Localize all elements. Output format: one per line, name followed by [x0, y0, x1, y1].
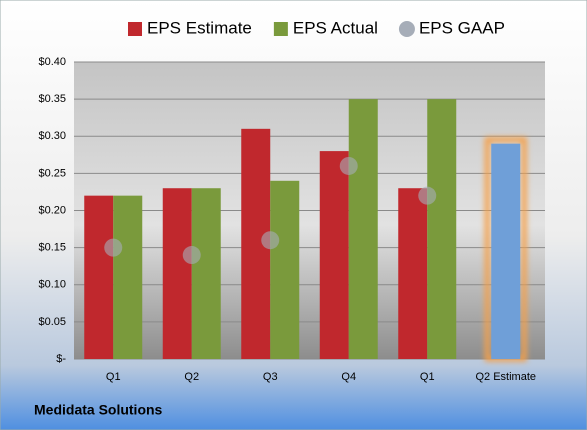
footer: Medidata Solutions	[34, 402, 163, 418]
y-tick-label: $0.15	[38, 242, 66, 254]
bar	[113, 195, 143, 359]
legend-label: EPS Actual	[293, 18, 378, 37]
x-tick-label: Q1	[420, 371, 435, 383]
gaap-point	[182, 246, 201, 265]
y-tick-label: $0.35	[38, 93, 66, 105]
gaap-point	[339, 156, 358, 175]
bar	[348, 99, 378, 359]
y-tick-label: $-	[56, 353, 66, 365]
y-tick-label: $0.10	[38, 279, 66, 291]
legend-swatch	[273, 22, 288, 36]
gaap-point	[261, 231, 280, 250]
legend-swatch	[128, 22, 142, 36]
y-tick-label: $0.05	[38, 316, 66, 328]
x-tick-label: Q3	[263, 371, 278, 383]
bar	[491, 143, 521, 359]
bar	[84, 195, 114, 359]
gaap-point	[418, 186, 437, 205]
bar	[162, 188, 192, 359]
bar	[398, 188, 428, 359]
y-tick-label: $0.20	[38, 204, 66, 216]
legend-swatch	[398, 21, 415, 37]
y-tick-label: $0.30	[38, 130, 66, 142]
bar	[191, 188, 221, 359]
x-tick-label: Q4	[341, 371, 356, 383]
y-tick-label: $0.25	[38, 167, 66, 179]
bar	[319, 151, 349, 359]
bar	[270, 180, 300, 359]
x-tick-label: Q2	[184, 371, 199, 383]
legend-label: EPS GAAP	[419, 18, 505, 37]
x-tick-label: Q1	[106, 371, 121, 383]
gaap-point	[104, 238, 123, 257]
y-tick-label: $0.40	[38, 56, 66, 68]
x-tick-label: Q2 Estimate	[475, 371, 536, 383]
bar	[427, 99, 457, 359]
legend-label: EPS Estimate	[147, 18, 252, 37]
